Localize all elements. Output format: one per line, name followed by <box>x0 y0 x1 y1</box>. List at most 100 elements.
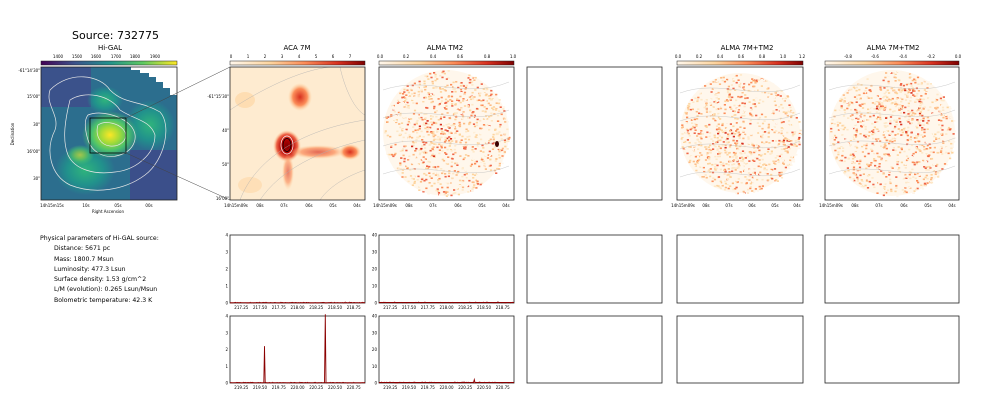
map-pixel <box>733 163 736 165</box>
map-pixel <box>431 171 434 174</box>
map-pixel <box>926 177 929 180</box>
map-pixel <box>852 154 855 157</box>
map-pixel <box>727 141 730 143</box>
map-pixel <box>396 144 399 147</box>
map-pixel <box>503 110 506 112</box>
svg-text:0.8: 0.8 <box>484 54 491 59</box>
spectrum-y-tick: 1 <box>225 364 228 369</box>
map-pixel <box>849 144 852 146</box>
map-pixel <box>798 147 801 150</box>
map-pixel <box>853 96 857 98</box>
map-pixel <box>875 102 878 104</box>
map-pixel <box>418 110 421 112</box>
map-pixel <box>475 81 478 84</box>
map-pixel <box>434 180 437 183</box>
map-pixel <box>683 141 686 143</box>
map-pixel <box>782 139 786 141</box>
svg-text:08s: 08s <box>405 203 412 208</box>
map-pixel <box>753 190 756 192</box>
map-pixel <box>407 100 410 102</box>
map-pixel <box>893 89 896 91</box>
spectrum-y-tick: 0 <box>225 301 228 306</box>
svg-text:0.0: 0.0 <box>955 54 962 59</box>
map-pixel <box>927 81 930 83</box>
map-pixel <box>705 104 708 107</box>
map-pixel <box>764 99 767 101</box>
tm2-image <box>382 70 511 197</box>
map-pixel <box>740 152 743 155</box>
map-pixel <box>738 135 741 137</box>
higal-y-tick: 30" <box>33 176 40 181</box>
map-pixel <box>392 108 395 110</box>
map-pixel <box>734 152 737 155</box>
map-pixel <box>913 78 916 81</box>
map-pixel <box>782 121 785 123</box>
map-pixel <box>447 70 450 72</box>
map-pixel <box>432 155 436 157</box>
map-pixel <box>847 169 850 172</box>
map-pixel <box>413 114 416 117</box>
map-pixel <box>485 85 488 88</box>
map-pixel <box>876 168 879 170</box>
map-pixel <box>704 116 707 118</box>
svg-text:1: 1 <box>247 54 250 59</box>
map-pixel <box>748 142 751 145</box>
map-pixel <box>420 89 423 92</box>
map-pixel <box>453 137 456 140</box>
map-pixel <box>736 146 739 148</box>
map-pixel <box>754 156 757 159</box>
map-pixel <box>912 114 915 116</box>
map-pixel <box>429 126 432 129</box>
map-pixel <box>923 182 926 185</box>
map-pixel <box>732 151 736 154</box>
higal-ylabel: Declination <box>10 122 15 145</box>
map-pixel <box>495 106 498 109</box>
map-pixel <box>409 149 412 151</box>
map-pixel <box>441 144 444 146</box>
map-pixel <box>923 135 926 137</box>
map-pixel <box>403 116 406 119</box>
map-pixel <box>857 136 860 139</box>
map-pixel <box>753 151 756 154</box>
map-pixel <box>855 131 858 133</box>
map-pixel <box>852 168 855 171</box>
map-pixel <box>934 100 937 102</box>
map-pixel <box>464 125 467 127</box>
map-pixel <box>396 130 399 133</box>
map-pixel <box>696 161 699 163</box>
map-pixel <box>738 111 741 113</box>
map-pixel <box>439 117 442 120</box>
map-pixel <box>440 128 443 130</box>
map-pixel <box>851 115 854 117</box>
map-pixel <box>441 71 444 74</box>
map-pixel <box>734 188 737 190</box>
map-pixel <box>768 130 771 133</box>
map-pixel <box>771 129 774 131</box>
map-pixel <box>718 155 721 158</box>
map-pixel <box>871 142 874 145</box>
map-pixel <box>462 111 465 113</box>
svg-text:04s: 04s <box>502 203 509 208</box>
map-pixel <box>482 180 486 182</box>
map-pixel <box>454 113 457 115</box>
map-pixel <box>402 136 405 139</box>
map-pixel <box>900 148 903 151</box>
map-pixel <box>459 184 462 187</box>
map-pixel <box>681 137 684 139</box>
map-pixel <box>460 112 463 114</box>
map-pixel <box>772 143 775 146</box>
map-pixel <box>726 153 729 156</box>
map-pixel <box>438 87 442 89</box>
map-pixel <box>875 86 878 89</box>
map-pixel <box>702 140 705 143</box>
map-pixel <box>761 109 764 111</box>
map-pixel <box>495 133 498 136</box>
map-pixel <box>914 177 917 180</box>
map-pixel <box>739 74 743 76</box>
map-pixel <box>755 114 758 117</box>
map-pixel <box>402 104 405 107</box>
map-pixel <box>688 103 691 105</box>
spectrum-x-tick: 220.50 <box>328 385 342 390</box>
map-pixel <box>475 107 479 110</box>
